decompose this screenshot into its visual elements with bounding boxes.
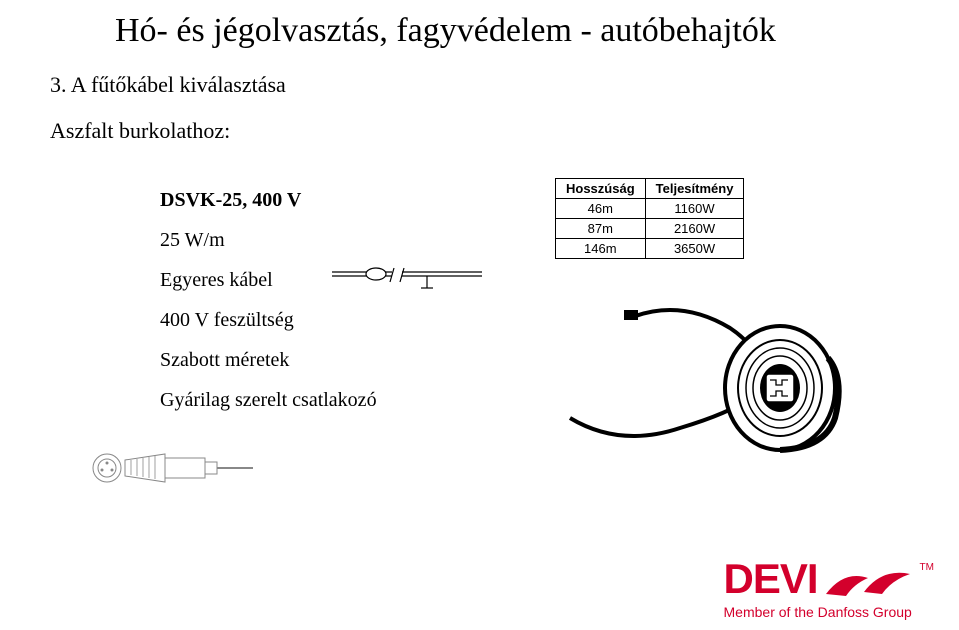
table-row: 46m 1160W — [556, 199, 744, 219]
spec-sizes: Szabott méretek — [160, 340, 377, 380]
table-header-row: Hosszúság Teljesítmény — [556, 179, 744, 199]
table-row: 146m 3650W — [556, 239, 744, 259]
spec-voltage: 400 V feszültség — [160, 300, 377, 340]
brand-logo: DEVI TM Member of the Danfoss Group — [724, 558, 934, 620]
brand-tagline: Member of the Danfoss Group — [724, 604, 934, 620]
brand-name: DEVI — [724, 558, 818, 600]
footer: DEVI TM Member of the Danfoss Group — [539, 530, 959, 630]
spec-model: DSVK-25, 400 V — [160, 180, 377, 220]
cable-reel-icon — [560, 288, 860, 468]
spec-connector: Gyárilag szerelt csatlakozó — [160, 380, 377, 420]
plug-connector-icon — [85, 440, 255, 495]
cell-len: 87m — [556, 219, 646, 239]
cell-pow: 2160W — [645, 219, 744, 239]
spec-power-per-m: 25 W/m — [160, 220, 377, 260]
brand-tm: TM — [920, 562, 934, 573]
section-subtitle: Aszfalt burkolathoz: — [50, 118, 230, 144]
cable-symbol-icon — [332, 262, 482, 292]
col-power: Teljesítmény — [645, 179, 744, 199]
spec-list: DSVK-25, 400 V 25 W/m Egyeres kábel 400 … — [160, 180, 377, 420]
cell-pow: 1160W — [645, 199, 744, 219]
cell-len: 46m — [556, 199, 646, 219]
spec-table: Hosszúság Teljesítmény 46m 1160W 87m 216… — [555, 178, 744, 259]
col-length: Hosszúság — [556, 179, 646, 199]
cell-pow: 3650W — [645, 239, 744, 259]
cell-len: 146m — [556, 239, 646, 259]
page-title: Hó- és jégolvasztás, fagyvédelem - autób… — [115, 12, 776, 50]
brand-swoosh-icon — [824, 564, 914, 600]
table-row: 87m 2160W — [556, 219, 744, 239]
section-number: 3. A fűtőkábel kiválasztása — [50, 72, 286, 98]
